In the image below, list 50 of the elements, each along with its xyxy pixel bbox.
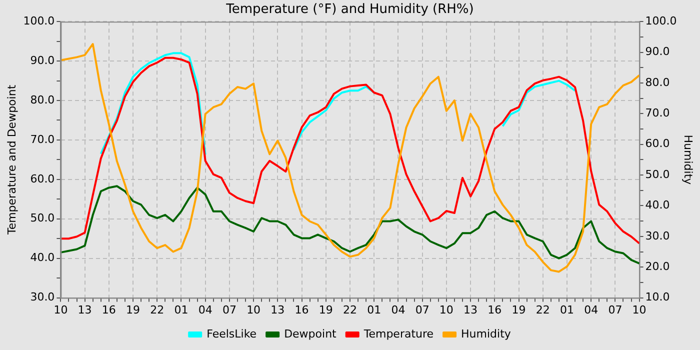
y-tick-label: 80.0 xyxy=(30,93,55,106)
y2-axis-title: Humidity xyxy=(682,134,695,186)
y-tick-label: 100.0 xyxy=(23,14,55,28)
y-tick-label: 50.0 xyxy=(30,212,55,225)
y2-tick-label: 50.0 xyxy=(645,168,670,181)
x-tick-label: 13 xyxy=(270,303,285,316)
x-tick-label: 19 xyxy=(512,303,526,316)
x-tick-label: 10 xyxy=(439,303,454,316)
x-tick-label: 16 xyxy=(102,303,116,316)
y2-tick-label: 20.0 xyxy=(645,260,670,273)
y-tick-label: 30.0 xyxy=(30,290,55,304)
y2-tick-label: 80.0 xyxy=(645,76,670,89)
x-tick-label: 22 xyxy=(536,303,550,316)
x-tick-label: 16 xyxy=(488,303,502,316)
x-tick-label: 01 xyxy=(174,303,188,316)
legend-label: Humidity xyxy=(461,327,512,340)
y2-tick-label: 10.0 xyxy=(645,290,670,304)
y-axis-title: Temperature and Dewpoint xyxy=(5,84,18,236)
legend-label: FeelsLike xyxy=(206,327,257,340)
x-tick-label: 22 xyxy=(343,303,357,316)
x-tick-label: 07 xyxy=(608,303,622,316)
x-tick-label: 16 xyxy=(294,303,309,316)
x-tick-label: 19 xyxy=(126,303,140,316)
x-tick-label: 13 xyxy=(78,303,92,316)
y2-tick-label: 30.0 xyxy=(645,229,670,242)
x-tick-label: 10 xyxy=(246,303,261,316)
x-tick-label: 01 xyxy=(367,303,382,316)
chart-title: Temperature (°F) and Humidity (RH%) xyxy=(225,2,474,18)
y2-tick-label: 60.0 xyxy=(645,137,670,150)
legend-label: Temperature xyxy=(362,327,434,340)
y-tick-label: 70.0 xyxy=(30,132,55,146)
y2-tick-label: 40.0 xyxy=(645,198,670,212)
y-tick-label: 40.0 xyxy=(30,251,55,264)
x-tick-label: 22 xyxy=(150,303,164,316)
x-tick-label: 19 xyxy=(318,303,333,316)
y2-tick-label: 90.0 xyxy=(645,45,670,58)
x-tick-label: 04 xyxy=(391,303,406,316)
x-tick-label: 10 xyxy=(54,303,68,316)
x-tick-label: 04 xyxy=(584,303,598,316)
y-tick-label: 90.0 xyxy=(30,54,55,67)
x-tick-label: 01 xyxy=(560,303,574,316)
x-tick-label: 07 xyxy=(222,303,236,316)
legend-label: Dewpoint xyxy=(284,327,338,340)
y2-tick-label: 70.0 xyxy=(645,106,670,120)
y2-tick-label: 100.0 xyxy=(645,14,677,28)
x-tick-label: 10 xyxy=(632,303,646,316)
x-tick-label: 07 xyxy=(415,303,430,316)
x-tick-label: 13 xyxy=(464,303,478,316)
y-tick-label: 60.0 xyxy=(30,172,55,186)
x-tick-label: 04 xyxy=(198,303,212,316)
